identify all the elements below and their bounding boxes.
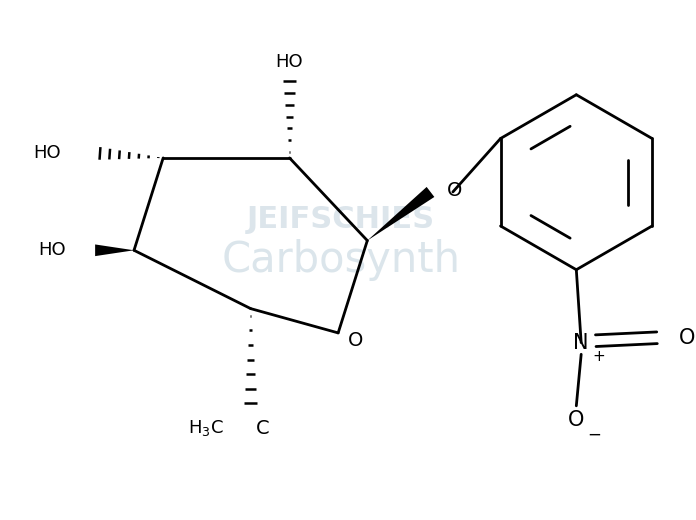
Text: HO: HO bbox=[276, 53, 303, 71]
Text: O: O bbox=[679, 328, 695, 348]
Text: JEIFSCHIES: JEIFSCHIES bbox=[247, 205, 435, 234]
Text: HO: HO bbox=[33, 144, 61, 162]
Text: C: C bbox=[255, 419, 269, 438]
Text: HO: HO bbox=[38, 241, 66, 259]
Text: O: O bbox=[447, 180, 462, 200]
Polygon shape bbox=[367, 187, 434, 241]
Text: N: N bbox=[574, 333, 589, 353]
Text: +: + bbox=[592, 349, 605, 363]
Text: O: O bbox=[568, 410, 585, 431]
Text: H$_3$C: H$_3$C bbox=[188, 418, 223, 438]
Text: −: − bbox=[587, 426, 601, 444]
Text: O: O bbox=[348, 331, 363, 350]
Polygon shape bbox=[95, 244, 134, 256]
Text: Carbosynth: Carbosynth bbox=[221, 239, 461, 281]
